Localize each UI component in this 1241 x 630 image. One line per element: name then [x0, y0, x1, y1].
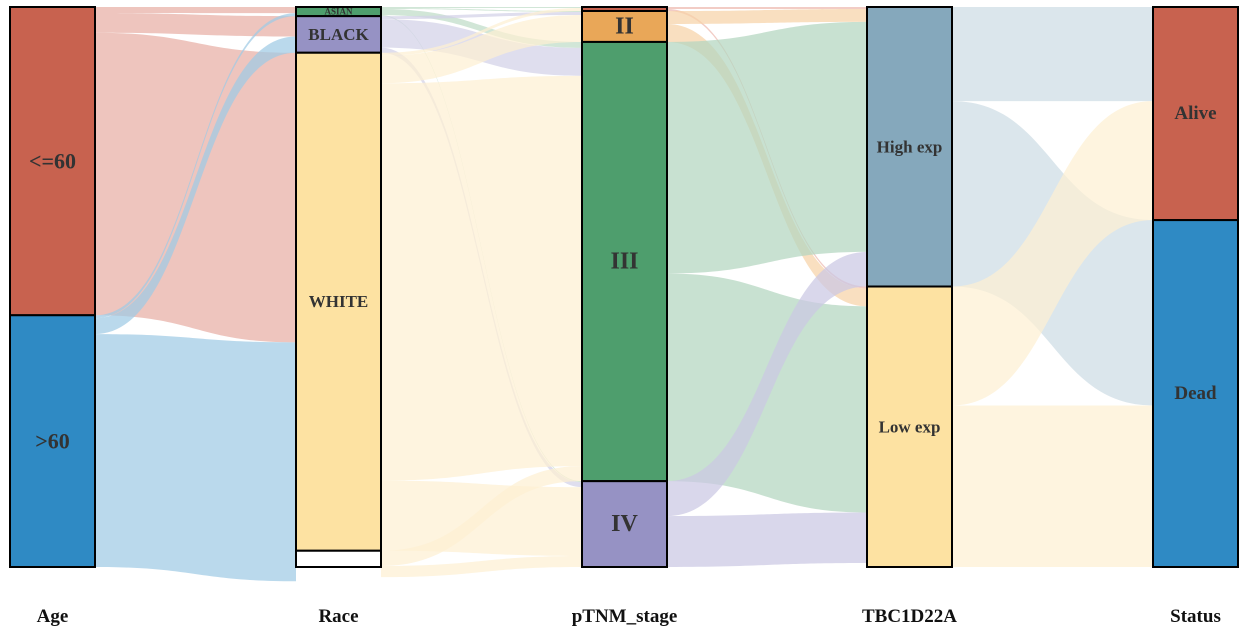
node-status-dead: [1152, 219, 1239, 568]
axis-label-status: Status: [1170, 606, 1221, 627]
axis-label-tbc1d22a: TBC1D22A: [862, 606, 957, 627]
axis-label-layer: Age Race pTNM_stage TBC1D22A Status: [37, 606, 1221, 627]
flow-iv-to-high-exp: [667, 251, 867, 517]
flow-ii-to-high-exp: [667, 8, 867, 24]
node-label-high-exp: High exp: [877, 137, 943, 156]
node-label-low-exp: Low exp: [879, 417, 941, 436]
node-race-black: [295, 15, 382, 54]
flow-white-to-iii: [381, 75, 582, 481]
node-label-60: <=60: [29, 149, 76, 174]
axis-label-age: Age: [37, 606, 69, 627]
flow-white-to-ii: [381, 14, 582, 84]
node-age-60: [9, 314, 96, 569]
node-label-iv: IV: [611, 511, 638, 537]
axis-label-ptnm-stage: pTNM_stage: [572, 606, 678, 627]
node-label-60: >60: [35, 429, 70, 454]
flow-unlabeled-to-iii: [381, 466, 582, 566]
node-label-white: WHITE: [309, 292, 369, 311]
flow-iv-to-low-exp: [667, 512, 867, 567]
flow-asian-to-unlabeled: [381, 7, 582, 9]
flow-60-to-white: [95, 334, 296, 582]
axis-label-race: Race: [318, 606, 358, 627]
node-label-iii: III: [610, 249, 638, 275]
flow-iii-to-high-exp: [667, 21, 867, 274]
node-label-ii: II: [615, 13, 634, 39]
node-label-asian: ASIAN: [324, 7, 353, 17]
flow-layer: [95, 7, 1153, 582]
node-label-dead: Dead: [1174, 383, 1217, 404]
flow-asian-to-ii: [381, 8, 582, 12]
node-label-alive: Alive: [1174, 103, 1216, 124]
flow-60-to-asian: [95, 13, 296, 319]
flow-60-to-black: [95, 36, 296, 335]
node-status-alive: [1152, 6, 1239, 222]
flow-unlabeled-to-iv: [381, 556, 582, 578]
flow-60-to-black: [95, 12, 296, 37]
node-label-black: BLACK: [308, 25, 369, 44]
flow-asian-to-iii: [381, 9, 582, 48]
flow-white-to-unlabeled: [381, 7, 582, 56]
node-ptnm-stage-iii: [581, 40, 668, 483]
node-tbc1d22a-low-exp: [866, 285, 953, 568]
flow-low-exp-to-dead: [952, 405, 1153, 567]
flow-unlabeled-to-high-exp: [667, 7, 867, 9]
node-race-white: [295, 51, 382, 552]
node-race-unlabeled: [295, 549, 382, 568]
flow-low-exp-to-alive: [952, 101, 1153, 406]
flow-high-exp-to-alive: [952, 7, 1153, 102]
node-ptnm-stage-iv: [581, 480, 668, 568]
flow-60-to-asian: [95, 7, 296, 14]
